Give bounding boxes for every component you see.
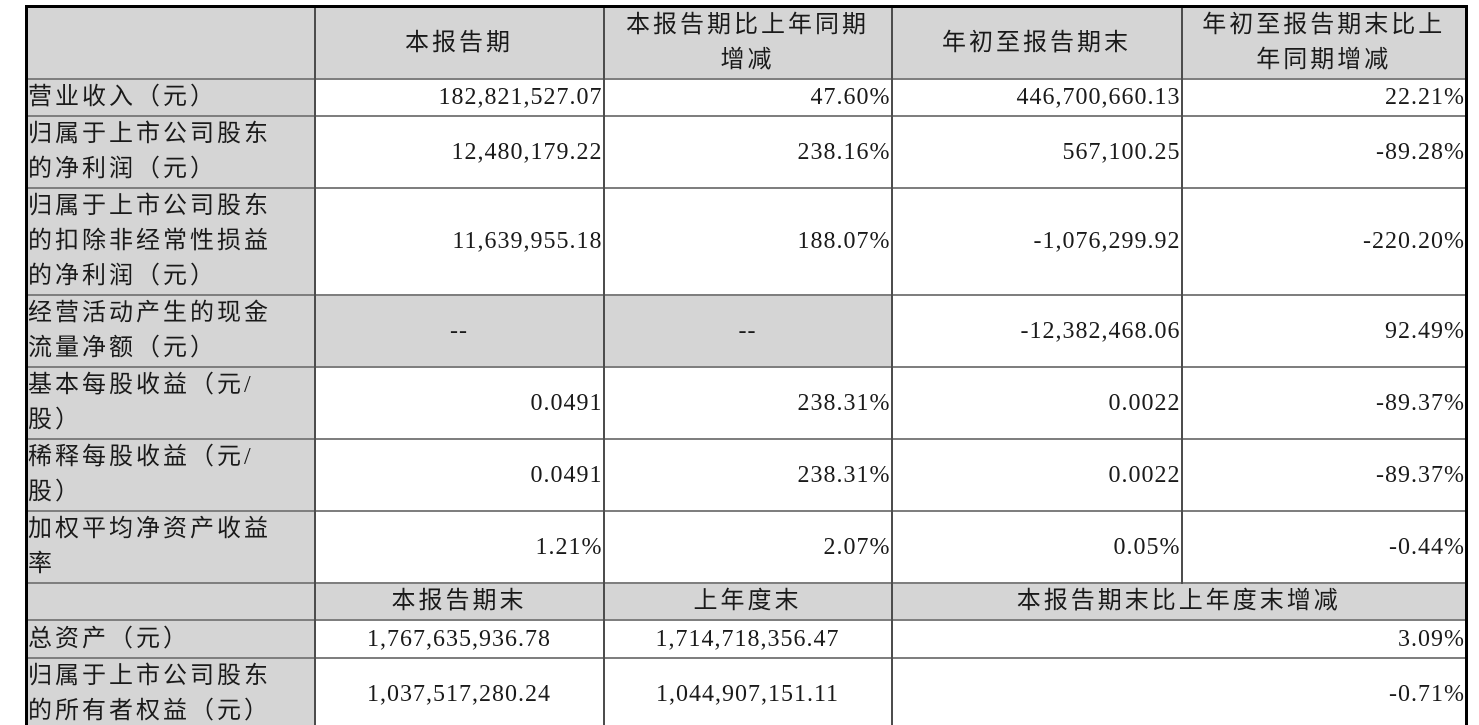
table-row: 总资产（元） 1,767,635,936.78 1,714,718,356.47… xyxy=(26,619,1467,658)
cell-ytd-yoy-change: -89.37% xyxy=(1180,366,1467,439)
cell-ytd: -12,382,468.06 xyxy=(890,294,1182,367)
cell-period-end-change: -0.71% xyxy=(890,657,1467,725)
cell-current-period: 12,480,179.22 xyxy=(313,115,604,188)
cell-yoy-change: 238.31% xyxy=(602,366,892,439)
cell-ytd-yoy-change: -220.20% xyxy=(1180,187,1467,295)
cell-current-period: 182,821,527.07 xyxy=(313,78,604,116)
cell-yoy-change: 238.31% xyxy=(602,438,892,511)
cell-ytd-yoy-change: -89.28% xyxy=(1180,115,1467,188)
header-empty-cell xyxy=(26,6,315,79)
row-label: 稀释每股收益（元/ 股） xyxy=(26,438,315,511)
table-row: 经营活动产生的现金 流量净额（元） -- -- -12,382,468.06 9… xyxy=(26,294,1467,367)
row-label: 加权平均净资产收益 率 xyxy=(26,510,315,583)
table-row: 归属于上市公司股东 的净利润（元） 12,480,179.22 238.16% … xyxy=(26,115,1467,188)
table-row: 归属于上市公司股东 的所有者权益（元） 1,037,517,280.24 1,0… xyxy=(26,657,1467,725)
cell-ytd-yoy-change: -89.37% xyxy=(1180,438,1467,511)
header-yoy-change: 本报告期比上年同期 增减 xyxy=(602,6,892,79)
header-empty-cell xyxy=(26,582,315,620)
cell-prior-year-end: 1,714,718,356.47 xyxy=(602,619,892,658)
cell-ytd: 567,100.25 xyxy=(890,115,1182,188)
table-row: 营业收入（元） 182,821,527.07 47.60% 446,700,66… xyxy=(26,78,1467,116)
cell-yoy-change: 2.07% xyxy=(602,510,892,583)
row-label: 基本每股收益（元/ 股） xyxy=(26,366,315,439)
cell-period-end: 1,037,517,280.24 xyxy=(313,657,604,725)
row-label: 归属于上市公司股东 的扣除非经常性损益 的净利润（元） xyxy=(26,187,315,295)
header-period-end: 本报告期末 xyxy=(313,582,604,620)
cell-current-period: 1.21% xyxy=(313,510,604,583)
row-label: 经营活动产生的现金 流量净额（元） xyxy=(26,294,315,367)
header-row-period: 本报告期 本报告期比上年同期 增减 年初至报告期末 年初至报告期末比上 年同期增… xyxy=(26,6,1467,79)
cell-ytd-yoy-change: 92.49% xyxy=(1180,294,1467,367)
table-row: 归属于上市公司股东 的扣除非经常性损益 的净利润（元） 11,639,955.1… xyxy=(26,187,1467,295)
cell-current-period: 11,639,955.18 xyxy=(313,187,604,295)
table-row: 稀释每股收益（元/ 股） 0.0491 238.31% 0.0022 -89.3… xyxy=(26,438,1467,511)
cell-prior-year-end: 1,044,907,151.11 xyxy=(602,657,892,725)
financial-summary-table: 本报告期 本报告期比上年同期 增减 年初至报告期末 年初至报告期末比上 年同期增… xyxy=(25,5,1468,725)
header-prior-year-end: 上年度末 xyxy=(602,582,892,620)
cell-yoy-change: 188.07% xyxy=(602,187,892,295)
header-ytd: 年初至报告期末 xyxy=(890,6,1182,79)
header-ytd-yoy-change: 年初至报告期末比上 年同期增减 xyxy=(1180,6,1467,79)
cell-ytd-yoy-change: -0.44% xyxy=(1180,510,1467,583)
cell-ytd: 0.0022 xyxy=(890,438,1182,511)
cell-yoy-change: 238.16% xyxy=(602,115,892,188)
cell-ytd: -1,076,299.92 xyxy=(890,187,1182,295)
table-row: 加权平均净资产收益 率 1.21% 2.07% 0.05% -0.44% xyxy=(26,510,1467,583)
cell-period-end-change: 3.09% xyxy=(890,619,1467,658)
row-label: 归属于上市公司股东 的净利润（元） xyxy=(26,115,315,188)
table-row: 基本每股收益（元/ 股） 0.0491 238.31% 0.0022 -89.3… xyxy=(26,366,1467,439)
cell-yoy-change: 47.60% xyxy=(602,78,892,116)
cell-yoy-change: -- xyxy=(602,294,892,367)
cell-period-end: 1,767,635,936.78 xyxy=(313,619,604,658)
cell-current-period: 0.0491 xyxy=(313,438,604,511)
header-current-period: 本报告期 xyxy=(313,6,604,79)
cell-current-period: 0.0491 xyxy=(313,366,604,439)
cell-ytd-yoy-change: 22.21% xyxy=(1180,78,1467,116)
cell-ytd: 0.05% xyxy=(890,510,1182,583)
row-label: 营业收入（元） xyxy=(26,78,315,116)
cell-ytd: 0.0022 xyxy=(890,366,1182,439)
row-label: 总资产（元） xyxy=(26,619,315,658)
cell-current-period: -- xyxy=(313,294,604,367)
header-row-period-end: 本报告期末 上年度末 本报告期末比上年度末增减 xyxy=(26,582,1467,620)
row-label: 归属于上市公司股东 的所有者权益（元） xyxy=(26,657,315,725)
header-period-end-change: 本报告期末比上年度末增减 xyxy=(890,582,1467,620)
cell-ytd: 446,700,660.13 xyxy=(890,78,1182,116)
